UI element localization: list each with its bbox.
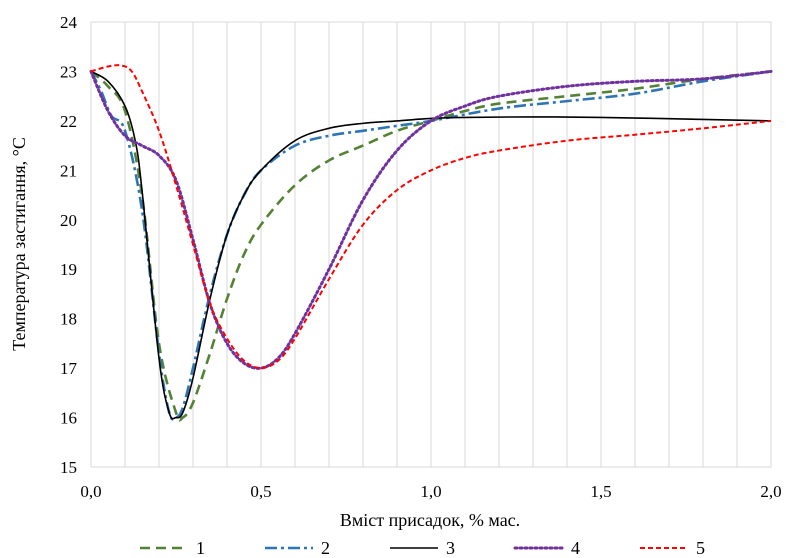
y-tick-label: 16 [60, 409, 77, 428]
series-lines [89, 64, 773, 422]
y-tick-label: 21 [60, 161, 77, 180]
x-tick-label: 0,0 [80, 482, 101, 501]
y-tick-label: 19 [60, 260, 77, 279]
legend-label-1: 1 [196, 538, 205, 558]
x-tick-label: 1,5 [590, 482, 611, 501]
y-axis-label: Температура застигання, °С [9, 137, 29, 351]
x-tick-label: 2,0 [760, 482, 781, 501]
y-tick-label: 23 [60, 62, 77, 81]
legend-label-2: 2 [321, 538, 330, 558]
series-line-5 [90, 64, 772, 370]
legend-label-3: 3 [446, 538, 455, 558]
series-line-4 [89, 69, 773, 370]
x-axis-ticks: 0,0 0,5 1,0 1,5 2,0 [80, 482, 781, 501]
plot-border [90, 21, 772, 468]
y-tick-label: 18 [60, 310, 77, 329]
series-line-1 [90, 70, 772, 422]
series-line-3 [90, 70, 772, 420]
y-tick-label: 20 [60, 211, 77, 230]
y-axis-ticks: 15 16 17 18 19 20 21 22 23 24 [60, 13, 78, 477]
chart-grid [124, 22, 738, 467]
y-tick-label: 15 [60, 458, 77, 477]
y-tick-label: 17 [60, 359, 78, 378]
plot-frame [90, 21, 772, 468]
chart-legend: 1 2 3 4 5 [140, 538, 705, 558]
y-tick-label: 22 [60, 112, 77, 131]
x-axis-label: Вміст присадок, % мас. [340, 510, 520, 530]
x-tick-label: 1,0 [420, 482, 441, 501]
legend-label-5: 5 [696, 538, 705, 558]
y-tick-label: 24 [60, 13, 78, 32]
series-line-2 [89, 70, 772, 421]
legend-label-4: 4 [571, 538, 580, 558]
x-tick-label: 0,5 [250, 482, 271, 501]
